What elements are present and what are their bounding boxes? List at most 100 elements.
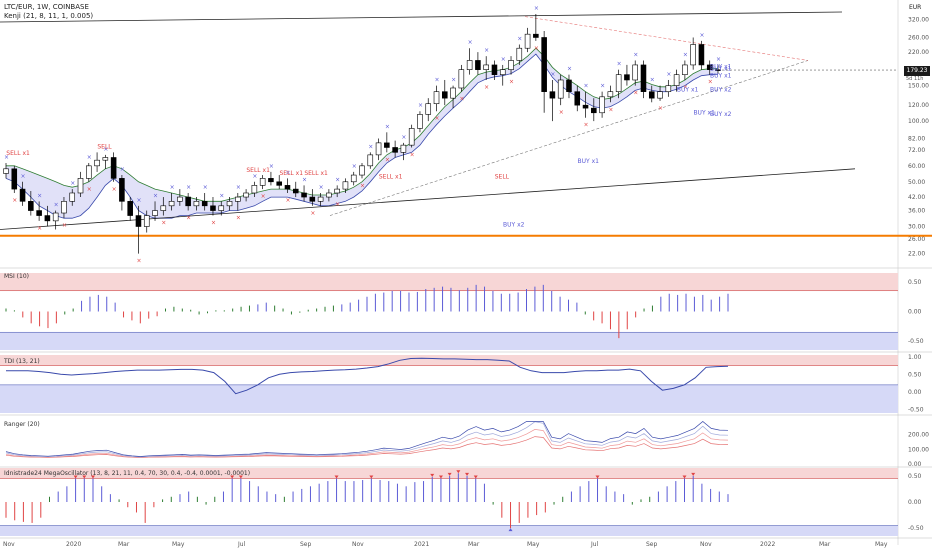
price-tick-label: 36.00 [908, 208, 925, 215]
osc-tip-marker [430, 473, 435, 477]
osc-tip-marker [595, 475, 600, 479]
candle-body [524, 33, 531, 49]
cross-marker: × [534, 45, 539, 52]
candle-body [259, 178, 266, 186]
overbought-band [0, 355, 898, 366]
projection-lower-dashed [329, 60, 809, 216]
osc-tip-marker [238, 475, 243, 479]
candle-body [226, 201, 233, 207]
candle-body [177, 196, 183, 202]
osc-tick-label: 0.50 [908, 371, 922, 378]
candle-body [375, 142, 382, 156]
countdown-label: 5d 11h [906, 76, 924, 82]
candle-body [350, 174, 357, 183]
time-tick-label: Sep [646, 541, 658, 548]
osc-tip-marker [456, 470, 461, 474]
cross-marker: × [517, 35, 522, 42]
candle-body [61, 201, 67, 214]
candle-body [119, 178, 125, 202]
cross-marker: × [319, 184, 324, 191]
candle-body [640, 64, 647, 92]
signal-label: BUY x1 [710, 66, 732, 73]
candle-body [607, 91, 614, 98]
price-tick-label: 220.00 [908, 49, 929, 56]
cross-marker: × [170, 184, 175, 191]
candle-body [268, 178, 274, 183]
cross-marker: × [418, 102, 423, 109]
signal-label: BUY x2 [710, 87, 732, 94]
candle-body [110, 157, 117, 179]
price-tick-label: 150.00 [908, 83, 929, 90]
cross-marker: × [617, 61, 622, 68]
candle-body [417, 114, 423, 129]
ranger-tick-label: 0.00 [908, 461, 922, 468]
candle-body [292, 188, 299, 194]
price-tick-label: 30.00 [908, 224, 925, 231]
cross-marker: × [435, 77, 440, 84]
candle-body [384, 142, 390, 148]
osc-tick-label: 0.00 [908, 389, 922, 396]
overbought-band [0, 273, 898, 291]
cross-marker: × [410, 151, 415, 158]
candle-body [682, 64, 688, 75]
candle-body [599, 96, 605, 114]
candle-body [152, 210, 158, 216]
time-tick-label: 2021 [414, 541, 429, 548]
price-tick-label: 26.00 [908, 236, 925, 243]
candle-body [690, 44, 696, 66]
candle-body [326, 192, 332, 198]
time-tick-label: 2020 [66, 541, 81, 548]
osc-tip-marker [691, 472, 696, 476]
cross-marker: × [699, 32, 704, 39]
candle-body [86, 165, 92, 179]
ranger-pane-label: Ranger (20) [4, 421, 40, 428]
cross-marker: × [203, 184, 208, 191]
ranger-pane: 200.00 100.00 0.00 [0, 421, 932, 468]
lower-trendline [0, 168, 856, 230]
cross-marker: × [368, 143, 373, 150]
cross-marker: × [584, 83, 589, 90]
candle-body [706, 64, 713, 70]
cross-marker: × [352, 163, 357, 170]
osc-tick-label: 0.00 [908, 309, 922, 316]
cross-marker: × [112, 186, 117, 193]
osc-tip-marker [438, 475, 443, 479]
oversold-band [0, 384, 898, 413]
time-axis: Nov 2020 Mar May Jul Sep Nov 2021 Mar May Jul Sep No… [3, 541, 888, 548]
candle-body [342, 181, 349, 190]
candle-body [433, 91, 440, 105]
candle-body [52, 212, 59, 222]
candle-body [193, 201, 200, 207]
candle-body [185, 196, 191, 207]
signal-label: SELL x1 [379, 173, 403, 180]
cross-marker: × [708, 79, 713, 86]
candle-body [235, 196, 241, 202]
cross-marker: × [509, 79, 514, 86]
candle-body [309, 196, 316, 202]
cross-marker: × [136, 258, 141, 265]
cross-marker: × [716, 56, 721, 63]
time-tick-label: Mar [819, 541, 831, 548]
cross-marker: × [534, 5, 539, 12]
osc-tip-marker [465, 472, 470, 476]
candle-body [36, 210, 42, 216]
candle-body [698, 44, 705, 66]
candle-body [466, 60, 473, 70]
cross-marker: × [87, 154, 92, 161]
cross-marker: × [385, 123, 390, 130]
time-tick-label: May [527, 541, 540, 548]
cross-marker: × [37, 225, 42, 232]
osc-tip-marker [90, 475, 95, 479]
candle-body [475, 60, 481, 70]
last-price-badge: 179.23 [904, 66, 930, 76]
cross-marker: × [633, 51, 638, 58]
time-tick-label: 2022 [760, 541, 775, 548]
price-tick-label: 50.00 [908, 179, 925, 186]
signal-label: BUY x1 [710, 64, 732, 71]
cross-marker: × [385, 156, 390, 163]
candle-body [3, 168, 9, 174]
candle-body [442, 91, 448, 99]
cross-marker: × [683, 84, 688, 91]
candle-body [499, 69, 506, 75]
